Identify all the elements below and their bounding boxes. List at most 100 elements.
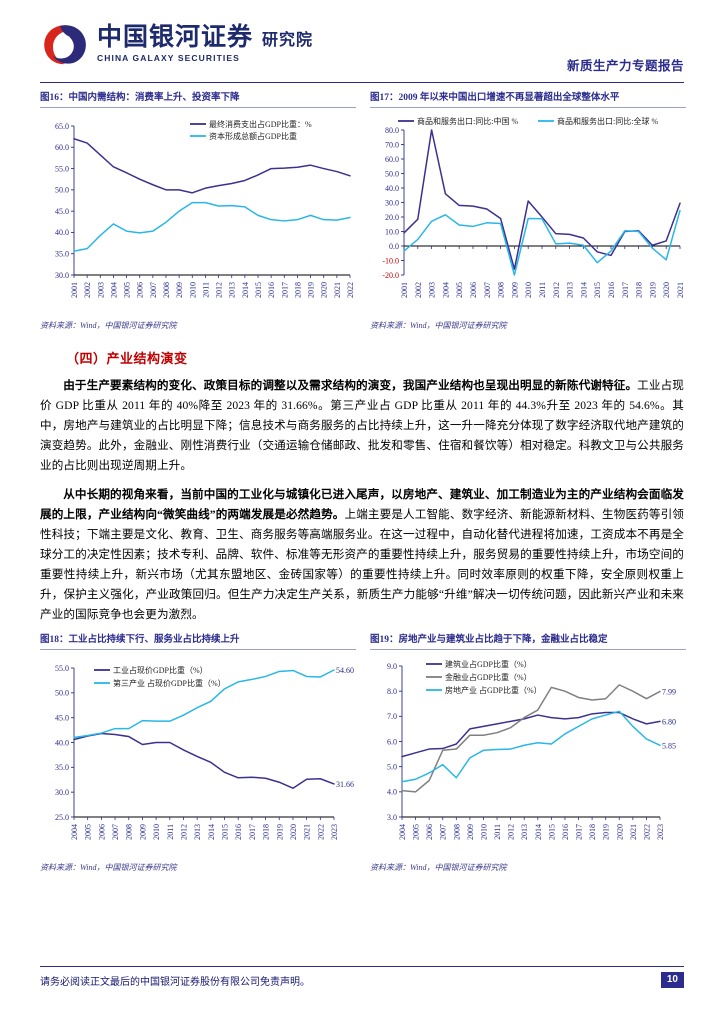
svg-text:70.0: 70.0 <box>385 141 399 150</box>
svg-text:2012: 2012 <box>179 824 188 840</box>
svg-text:2020: 2020 <box>289 824 298 840</box>
svg-text:2004: 2004 <box>70 824 79 840</box>
svg-text:2018: 2018 <box>588 824 597 840</box>
svg-text:40.0: 40.0 <box>55 229 69 238</box>
svg-text:2021: 2021 <box>676 282 685 298</box>
svg-text:30.0: 30.0 <box>55 788 69 797</box>
svg-text:31.66: 31.66 <box>336 780 354 789</box>
figure-19-source: 资料来源：Wind，中国银河证券研究院 <box>370 862 507 872</box>
svg-text:2008: 2008 <box>452 824 461 840</box>
svg-text:2007: 2007 <box>149 282 158 298</box>
figure-16-rule <box>40 107 356 109</box>
svg-text:2015: 2015 <box>221 824 230 840</box>
svg-text:35.0: 35.0 <box>55 250 69 259</box>
svg-text:55.0: 55.0 <box>55 165 69 174</box>
svg-text:2009: 2009 <box>175 282 184 298</box>
svg-text:2017: 2017 <box>280 282 289 298</box>
svg-text:2015: 2015 <box>254 282 263 298</box>
svg-text:45.0: 45.0 <box>55 713 69 722</box>
svg-text:2023: 2023 <box>656 824 665 840</box>
brand-text-block: 中国银河证券 研究院 CHINA GALAXY SECURITIES <box>97 24 313 64</box>
svg-text:2005: 2005 <box>123 282 132 298</box>
svg-text:2010: 2010 <box>524 282 533 298</box>
svg-text:2019: 2019 <box>275 824 284 840</box>
svg-text:50.0: 50.0 <box>55 689 69 698</box>
figure-18-title: 图18：工业占比持续下行、服务业占比持续上升 <box>40 634 240 645</box>
svg-text:2022: 2022 <box>346 282 355 298</box>
footer-divider <box>40 966 684 967</box>
svg-text:-10.0: -10.0 <box>382 257 399 266</box>
figure-16: 图16：中国内需结构：消费率上升、投资率下降 30.0 35.0 40.0 45.0 5… <box>40 92 356 331</box>
svg-text:2022: 2022 <box>642 824 651 840</box>
header-divider <box>40 82 684 83</box>
svg-text:2009: 2009 <box>138 824 147 840</box>
svg-text:10.0: 10.0 <box>385 228 399 237</box>
figure-row-top: 图16：中国内需结构：消费率上升、投资率下降 30.0 35.0 40.0 45.0 5… <box>40 92 686 331</box>
svg-text:2011: 2011 <box>493 824 502 840</box>
paragraph-1-lead: 由于生产要素结构的变化、政策目标的调整以及需求结构的演变，我国产业结构也呈现出明… <box>63 379 638 393</box>
figure-19-rule <box>370 648 686 650</box>
svg-text:5.85: 5.85 <box>662 741 676 750</box>
svg-text:2011: 2011 <box>201 282 210 298</box>
svg-text:2008: 2008 <box>125 824 134 840</box>
svg-text:40.0: 40.0 <box>385 184 399 193</box>
svg-text:60.0: 60.0 <box>55 143 69 152</box>
page-number: 10 <box>660 972 684 988</box>
paragraph-2-lead: 从中长期的视角来看，当前中国的工业化与城镇化已进入尾声，以房地产、建筑业、加工制… <box>40 488 684 521</box>
figure-19: 图19：房地产业与建筑业占比趋于下降，金融业占比稳定 3.0 4.0 5.0 6.0 7… <box>370 634 686 873</box>
footer-disclaimer: 请务必阅读正文最后的中国银河证券股份有限公司免责声明。 <box>40 976 310 988</box>
svg-text:2017: 2017 <box>575 824 584 840</box>
svg-text:2013: 2013 <box>228 282 237 298</box>
svg-text:55.0: 55.0 <box>55 664 69 673</box>
figure-18-source: 资料来源：Wind，中国银河证券研究院 <box>40 862 177 872</box>
svg-text:2010: 2010 <box>152 824 161 840</box>
page-footer: 请务必阅读正文最后的中国银河证券股份有限公司免责声明。 10 <box>40 966 684 988</box>
svg-text:2004: 2004 <box>441 282 450 298</box>
svg-text:2011: 2011 <box>538 282 547 298</box>
svg-text:45.0: 45.0 <box>55 207 69 216</box>
svg-text:2017: 2017 <box>248 824 257 840</box>
svg-text:9.0: 9.0 <box>387 662 397 671</box>
svg-text:2014: 2014 <box>207 824 216 840</box>
svg-text:2012: 2012 <box>215 282 224 298</box>
svg-text:-20.0: -20.0 <box>382 271 399 280</box>
figure-17-chart: -20.0 -10.0 0.0 10.0 20.0 30.0 40.0 50.0 60.0 70.… <box>370 112 686 317</box>
svg-text:2018: 2018 <box>293 282 302 298</box>
svg-text:2003: 2003 <box>428 282 437 298</box>
svg-text:2006: 2006 <box>136 282 145 298</box>
svg-text:2020: 2020 <box>662 282 671 298</box>
svg-text:4.0: 4.0 <box>387 788 397 797</box>
svg-text:2020: 2020 <box>320 282 329 298</box>
figure-16-source: 资料来源：Wind，中国银河证券研究院 <box>40 321 177 331</box>
svg-text:2021: 2021 <box>303 824 312 840</box>
brand-name-en: CHINA GALAXY SECURITIES <box>97 53 240 64</box>
svg-text:第三产业 占现价GDP比重（%）: 第三产业 占现价GDP比重（%） <box>113 678 226 688</box>
svg-text:3.0: 3.0 <box>387 813 397 822</box>
paragraph-2-body: 上端主要是人工智能、数字经济、新能源新材料、生物医药等引领性科技；下端主要是文化… <box>40 507 684 621</box>
paragraph-1: 由于生产要素结构的变化、政策目标的调整以及需求结构的演变，我国产业结构也呈现出明… <box>40 376 684 476</box>
page-header: 中国银河证券 研究院 CHINA GALAXY SECURITIES 新质生产力… <box>40 0 684 80</box>
svg-text:2002: 2002 <box>414 282 423 298</box>
paragraph-1-body: 工业占现价 GDP 比重从 2011 年的 40%降至 2023 年的 31.6… <box>40 379 684 473</box>
svg-text:商品和服务出口:同比:中国 %: 商品和服务出口:同比:中国 % <box>417 116 518 126</box>
figure-18-rule <box>40 648 356 650</box>
svg-text:35.0: 35.0 <box>55 763 69 772</box>
svg-text:2008: 2008 <box>162 282 171 298</box>
figure-row-bottom: 图18：工业占比持续下行、服务业占比持续上升 25.0 30.0 35.0 40.0 4… <box>40 634 686 873</box>
svg-text:2014: 2014 <box>579 282 588 298</box>
svg-text:2005: 2005 <box>84 824 93 840</box>
svg-text:0.0: 0.0 <box>389 242 399 251</box>
svg-text:2016: 2016 <box>267 282 276 298</box>
section-heading: （四）产业结构演变 <box>66 351 188 367</box>
svg-text:2015: 2015 <box>547 824 556 840</box>
svg-text:房地产业 占GDP比重（%）: 房地产业 占GDP比重（%） <box>445 685 542 695</box>
svg-text:2008: 2008 <box>497 282 506 298</box>
figure-19-title: 图19：房地产业与建筑业占比趋于下降，金融业占比稳定 <box>370 634 608 645</box>
svg-text:2021: 2021 <box>629 824 638 840</box>
svg-text:2020: 2020 <box>615 824 624 840</box>
svg-text:30.0: 30.0 <box>55 271 69 280</box>
svg-text:40.0: 40.0 <box>55 738 69 747</box>
report-series-tag: 新质生产力专题报告 <box>566 59 684 73</box>
figure-17: 图17：2009 年以来中国出口增速不再显著超出全球整体水平 -20.0 -10.… <box>370 92 686 331</box>
